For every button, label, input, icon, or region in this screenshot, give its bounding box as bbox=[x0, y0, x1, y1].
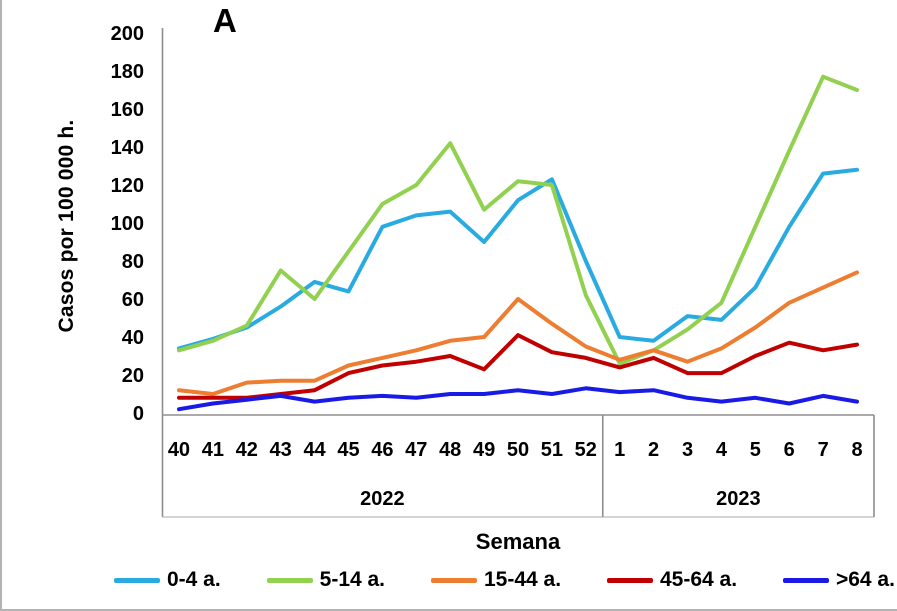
x-tick-label: 50 bbox=[507, 439, 529, 461]
x-group-label: 2023 bbox=[716, 488, 761, 510]
x-tick-label: 52 bbox=[575, 439, 597, 461]
x-tick-label: 44 bbox=[303, 439, 326, 461]
y-tick-label: 20 bbox=[122, 365, 144, 387]
y-tick-label: 200 bbox=[111, 23, 144, 45]
x-tick-label: 40 bbox=[168, 439, 190, 461]
legend-swatch bbox=[266, 577, 313, 583]
legend-swatch bbox=[114, 577, 160, 583]
series-line-45-64 a. bbox=[177, 333, 859, 400]
x-tick-label: 6 bbox=[784, 439, 795, 461]
figure-label: A bbox=[213, 2, 237, 39]
legend-label: 0-4 a. bbox=[167, 568, 221, 591]
x-axis-title: Semana bbox=[475, 529, 561, 554]
x-tick-label: 4 bbox=[716, 439, 728, 461]
chart-legend: 0-4 a. 5-14 a. 15-44 a. 45-64 a. >64 a. bbox=[114, 568, 895, 592]
x-tick-label: 2 bbox=[648, 439, 659, 461]
x-tick-label: 46 bbox=[371, 439, 393, 461]
x-tick-label: 3 bbox=[682, 439, 693, 461]
legend-swatch bbox=[430, 577, 477, 583]
y-tick-label: 40 bbox=[122, 327, 144, 349]
y-tick-label: 100 bbox=[111, 213, 144, 235]
legend-label: >64 a. bbox=[835, 568, 895, 591]
x-tick-label: 8 bbox=[851, 439, 862, 461]
legend-label: 45-64 a. bbox=[659, 568, 738, 591]
y-tick-label: 120 bbox=[111, 175, 144, 197]
x-tick-label: 47 bbox=[405, 439, 427, 461]
x-tick-label: 7 bbox=[818, 439, 829, 461]
series-line-0-4 a. bbox=[177, 167, 859, 351]
legend-item: >64 a. bbox=[782, 568, 895, 592]
legend-label: 5-14 a. bbox=[319, 568, 386, 591]
legend-item: 5-14 a. bbox=[266, 568, 386, 592]
y-tick-label: 80 bbox=[122, 251, 144, 273]
y-tick-label: 0 bbox=[133, 403, 144, 425]
x-tick-label: 41 bbox=[202, 439, 224, 461]
x-group-label: 2022 bbox=[360, 488, 405, 510]
x-tick-label: 49 bbox=[473, 439, 495, 461]
x-tick-label: 1 bbox=[614, 439, 625, 461]
legend-item: 15-44 a. bbox=[430, 568, 562, 592]
x-tick-label: 42 bbox=[236, 439, 258, 461]
y-tick-label: 180 bbox=[111, 61, 144, 83]
legend-item: 45-64 a. bbox=[606, 568, 738, 592]
x-tick-label: 45 bbox=[337, 439, 359, 461]
legend-label: 15-44 a. bbox=[483, 568, 562, 591]
series-line->64 a. bbox=[177, 386, 859, 412]
series-line-15-44 a. bbox=[177, 270, 859, 396]
legend-swatch bbox=[606, 577, 653, 583]
x-tick-label: 48 bbox=[439, 439, 461, 461]
legend-item: 0-4 a. bbox=[114, 568, 221, 592]
x-tick-label: 43 bbox=[270, 439, 292, 461]
x-tick-label: 5 bbox=[750, 439, 761, 461]
x-tick-label: 51 bbox=[541, 439, 563, 461]
y-tick-label: 60 bbox=[122, 289, 144, 311]
series-line-5-14 a. bbox=[177, 74, 859, 366]
y-tick-label: 160 bbox=[111, 99, 144, 121]
legend-swatch bbox=[782, 577, 829, 583]
y-tick-label: 140 bbox=[111, 137, 144, 159]
